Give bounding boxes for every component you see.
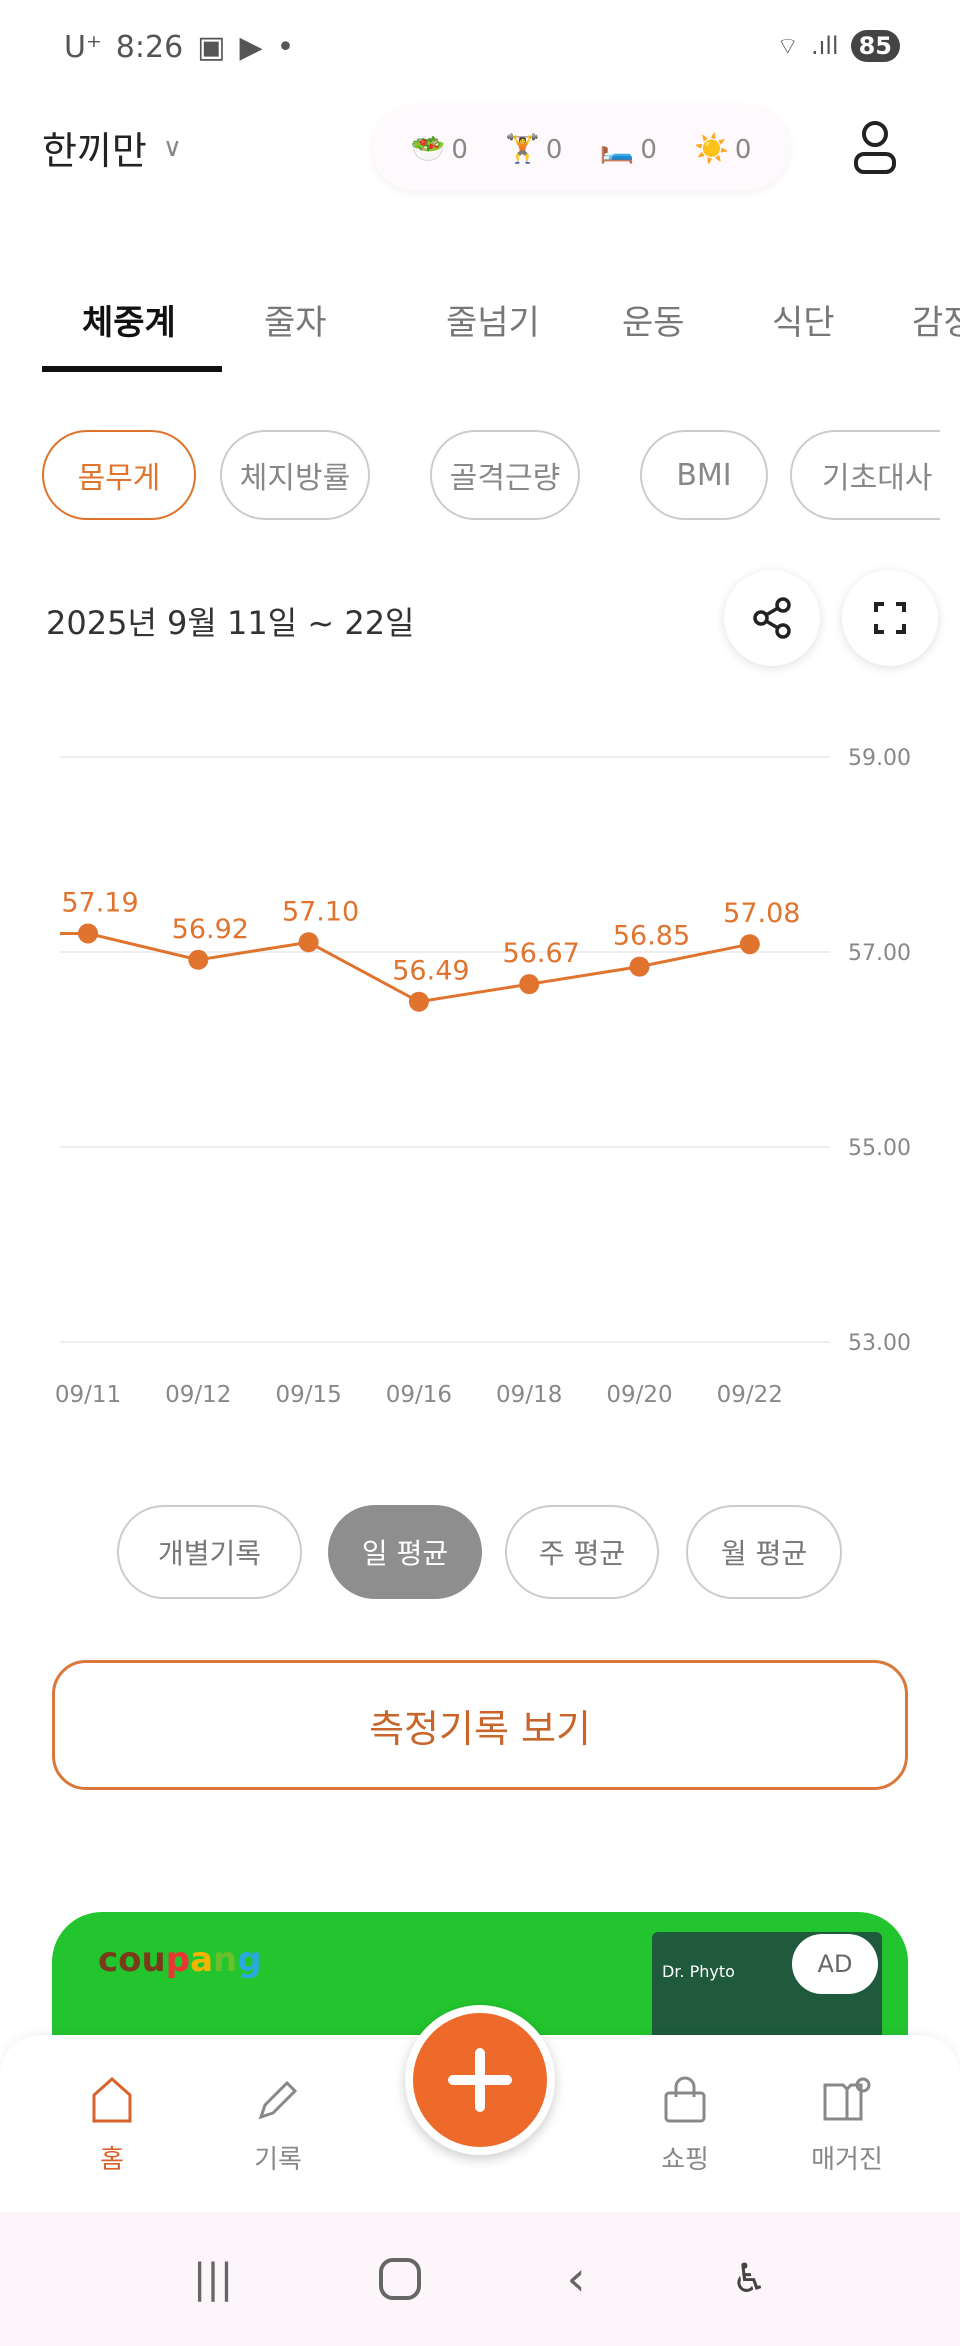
nav-shopping-label: 쇼핑	[661, 2145, 709, 2175]
data-point	[408, 991, 429, 1012]
tab-emotion[interactable]: 감정	[912, 303, 960, 343]
y-tick-label: 59.00	[848, 746, 911, 771]
chip-muscle[interactable]: 골격근량	[430, 430, 580, 520]
plus-icon	[448, 2048, 512, 2112]
data-label: 56.67	[503, 938, 580, 969]
x-tick-label: 09/22	[717, 1382, 783, 1408]
weightlifter-icon: 🏋️ 0	[505, 131, 563, 165]
dot-icon: •	[276, 30, 295, 65]
chip-bmi[interactable]: BMI	[640, 430, 768, 520]
coupang-logo: coupang	[98, 1940, 262, 1980]
data-point	[519, 974, 540, 995]
daily-counters[interactable]: 🥗 0 🏋️ 0 🛏️ 0 ☀️ 0	[372, 105, 790, 191]
share-icon	[753, 597, 791, 639]
status-bar: U⁺ 8:26 ▣ ▶ •	[64, 30, 294, 65]
x-tick-label: 09/11	[55, 1382, 121, 1408]
carrier: U⁺	[64, 30, 102, 65]
app-title-dropdown[interactable]: 한끼만 ∨	[42, 120, 182, 175]
salad-icon: 🥗 0	[410, 131, 468, 165]
y-tick-label: 57.00	[848, 941, 911, 966]
category-tabs: 체중계 줄자 줄넘기 운동 식단 감정	[42, 295, 960, 344]
recent-apps-icon[interactable]: |||	[192, 2256, 234, 2302]
wifi-icon: ⌔	[776, 32, 799, 60]
segment-daily-average[interactable]: 일 평균	[328, 1505, 482, 1599]
data-point	[739, 934, 760, 955]
signal-icon: .ıll	[810, 32, 839, 60]
shopping-bag-icon	[664, 2076, 706, 2123]
segment-weekly-average[interactable]: 주 평균	[505, 1505, 659, 1599]
x-tick-label: 09/20	[606, 1382, 672, 1408]
weight-line-chart: 59.00 57.00 55.00 53.00 57.19 09/11 56.92 09/12…	[55, 746, 911, 1408]
segment-individual[interactable]: 개별기록	[117, 1505, 302, 1599]
app-title: 한끼만	[42, 129, 147, 173]
active-tab-indicator	[42, 366, 222, 372]
data-label: 57.10	[282, 896, 359, 927]
sun-icon: ☀️ 0	[694, 131, 752, 165]
x-tick-label: 09/18	[496, 1382, 562, 1408]
status-right: ⌔ .ıll 85	[776, 30, 900, 62]
battery-level: 85	[850, 30, 900, 62]
magazine-icon	[823, 2077, 871, 2121]
youtube-icon: ▶	[239, 30, 263, 65]
chip-body-fat[interactable]: 체지방률	[220, 430, 370, 520]
data-point	[78, 923, 98, 944]
tab-exercise[interactable]: 운동	[622, 303, 685, 343]
data-point	[298, 932, 319, 953]
x-tick-label: 09/15	[275, 1382, 341, 1408]
add-button[interactable]	[405, 2005, 555, 2155]
home-icon	[92, 2076, 132, 2123]
x-tick-label: 09/12	[165, 1382, 231, 1408]
data-label: 56.92	[172, 914, 249, 945]
nav-record-label: 기록	[254, 2145, 302, 2175]
view-records-button[interactable]: 측정기록 보기	[52, 1660, 908, 1790]
accessibility-icon[interactable]: ♿	[731, 2256, 768, 2302]
data-point	[629, 956, 650, 977]
profile-icon[interactable]	[850, 118, 900, 178]
x-tick-label: 09/16	[386, 1382, 452, 1408]
nav-magazine[interactable]: 매거진	[787, 2075, 907, 2176]
fullscreen-button[interactable]	[842, 570, 938, 666]
chevron-down-icon: ∨	[162, 132, 182, 163]
screenshot-icon: ▣	[197, 30, 226, 65]
ad-badge: AD	[792, 1934, 878, 1994]
expand-icon	[874, 602, 906, 634]
tab-jumprope[interactable]: 줄넘기	[446, 303, 540, 343]
data-label: 57.08	[723, 898, 800, 929]
bed-icon: 🛏️ 0	[599, 131, 657, 165]
tab-scale[interactable]: 체중계	[82, 303, 176, 343]
nav-record[interactable]: 기록	[218, 2075, 338, 2176]
nav-home[interactable]: 홈	[52, 2075, 172, 2176]
pencil-icon	[258, 2080, 298, 2120]
back-icon[interactable]: ‹	[566, 2251, 586, 2307]
segment-monthly-average[interactable]: 월 평균	[686, 1505, 842, 1599]
system-nav-bar: ||| ‹ ♿	[0, 2212, 960, 2346]
share-button[interactable]	[724, 570, 820, 666]
home-circle-icon[interactable]	[378, 2258, 421, 2300]
tab-diet[interactable]: 식단	[772, 303, 835, 343]
y-tick-label: 55.00	[848, 1136, 911, 1161]
clock: 8:26	[115, 30, 184, 65]
nav-home-label: 홈	[100, 2145, 124, 2175]
data-point	[188, 949, 209, 970]
chip-weight[interactable]: 몸무게	[42, 430, 196, 520]
data-label: 57.19	[61, 887, 138, 918]
data-label: 56.85	[613, 921, 690, 952]
date-range: 2025년 9월 11일 ~ 22일	[46, 604, 415, 642]
nav-shopping[interactable]: 쇼핑	[625, 2075, 745, 2176]
tab-tape[interactable]: 줄자	[264, 303, 327, 343]
chip-bmr[interactable]: 기초대사	[790, 430, 940, 520]
y-tick-label: 53.00	[848, 1331, 911, 1356]
data-label: 56.49	[392, 956, 469, 987]
nav-magazine-label: 매거진	[811, 2145, 883, 2175]
